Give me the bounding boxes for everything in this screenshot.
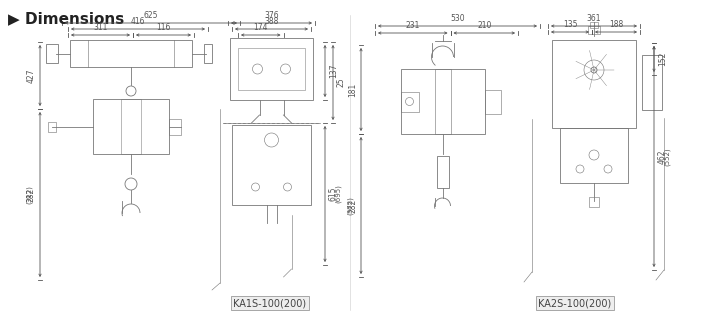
Text: 152: 152 — [658, 52, 667, 66]
Text: (312): (312) — [26, 185, 32, 204]
Text: (695): (695) — [335, 185, 342, 203]
Bar — [230, 38, 313, 100]
Bar — [484, 89, 501, 113]
Text: 25: 25 — [337, 78, 346, 87]
Text: 416: 416 — [131, 17, 146, 26]
Bar — [169, 119, 181, 135]
Bar — [400, 69, 484, 134]
Bar — [48, 122, 56, 132]
Bar — [238, 48, 305, 90]
Bar — [589, 197, 599, 207]
Bar — [437, 156, 449, 188]
Text: 282: 282 — [27, 188, 36, 202]
Bar — [70, 40, 192, 67]
Text: 210: 210 — [477, 21, 491, 30]
Bar — [400, 92, 418, 111]
Text: 361: 361 — [586, 14, 601, 23]
Text: KA2S-100(200): KA2S-100(200) — [538, 298, 611, 308]
Bar — [204, 44, 212, 63]
Text: 174: 174 — [253, 23, 268, 32]
Text: 376: 376 — [264, 11, 279, 20]
Text: ▶ Dimensions: ▶ Dimensions — [8, 11, 124, 26]
Bar — [121, 99, 141, 154]
Text: (372): (372) — [346, 196, 353, 215]
Bar — [552, 40, 636, 128]
Text: 625: 625 — [143, 11, 158, 20]
Bar — [590, 22, 598, 28]
Text: 530: 530 — [450, 14, 465, 23]
Bar — [232, 125, 311, 205]
Bar — [642, 55, 662, 110]
Text: 311: 311 — [93, 23, 108, 32]
Text: 388: 388 — [264, 17, 279, 26]
Bar — [435, 69, 451, 134]
Bar — [588, 26, 600, 34]
Text: 135: 135 — [563, 20, 577, 29]
Bar — [560, 128, 628, 183]
Text: 615: 615 — [329, 187, 338, 201]
Text: 116: 116 — [156, 23, 170, 32]
Bar — [46, 44, 58, 63]
Text: 282: 282 — [348, 198, 357, 213]
Text: 462: 462 — [658, 149, 667, 164]
Text: 181: 181 — [348, 82, 357, 97]
Text: 427: 427 — [27, 68, 36, 83]
Text: KA1S-100(200): KA1S-100(200) — [234, 298, 307, 308]
Text: 188: 188 — [609, 20, 623, 29]
Text: 231: 231 — [405, 21, 420, 30]
Text: (552): (552) — [664, 147, 670, 166]
Bar — [93, 99, 169, 154]
Text: 137: 137 — [329, 64, 338, 78]
